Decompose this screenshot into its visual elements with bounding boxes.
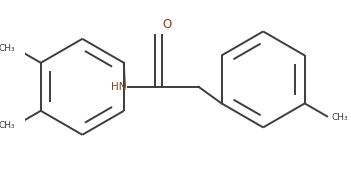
Text: CH₃: CH₃ — [0, 121, 15, 130]
Text: HN: HN — [111, 82, 127, 92]
Text: O: O — [163, 18, 172, 31]
Text: CH₃: CH₃ — [332, 113, 348, 122]
Text: CH₃: CH₃ — [0, 44, 15, 53]
